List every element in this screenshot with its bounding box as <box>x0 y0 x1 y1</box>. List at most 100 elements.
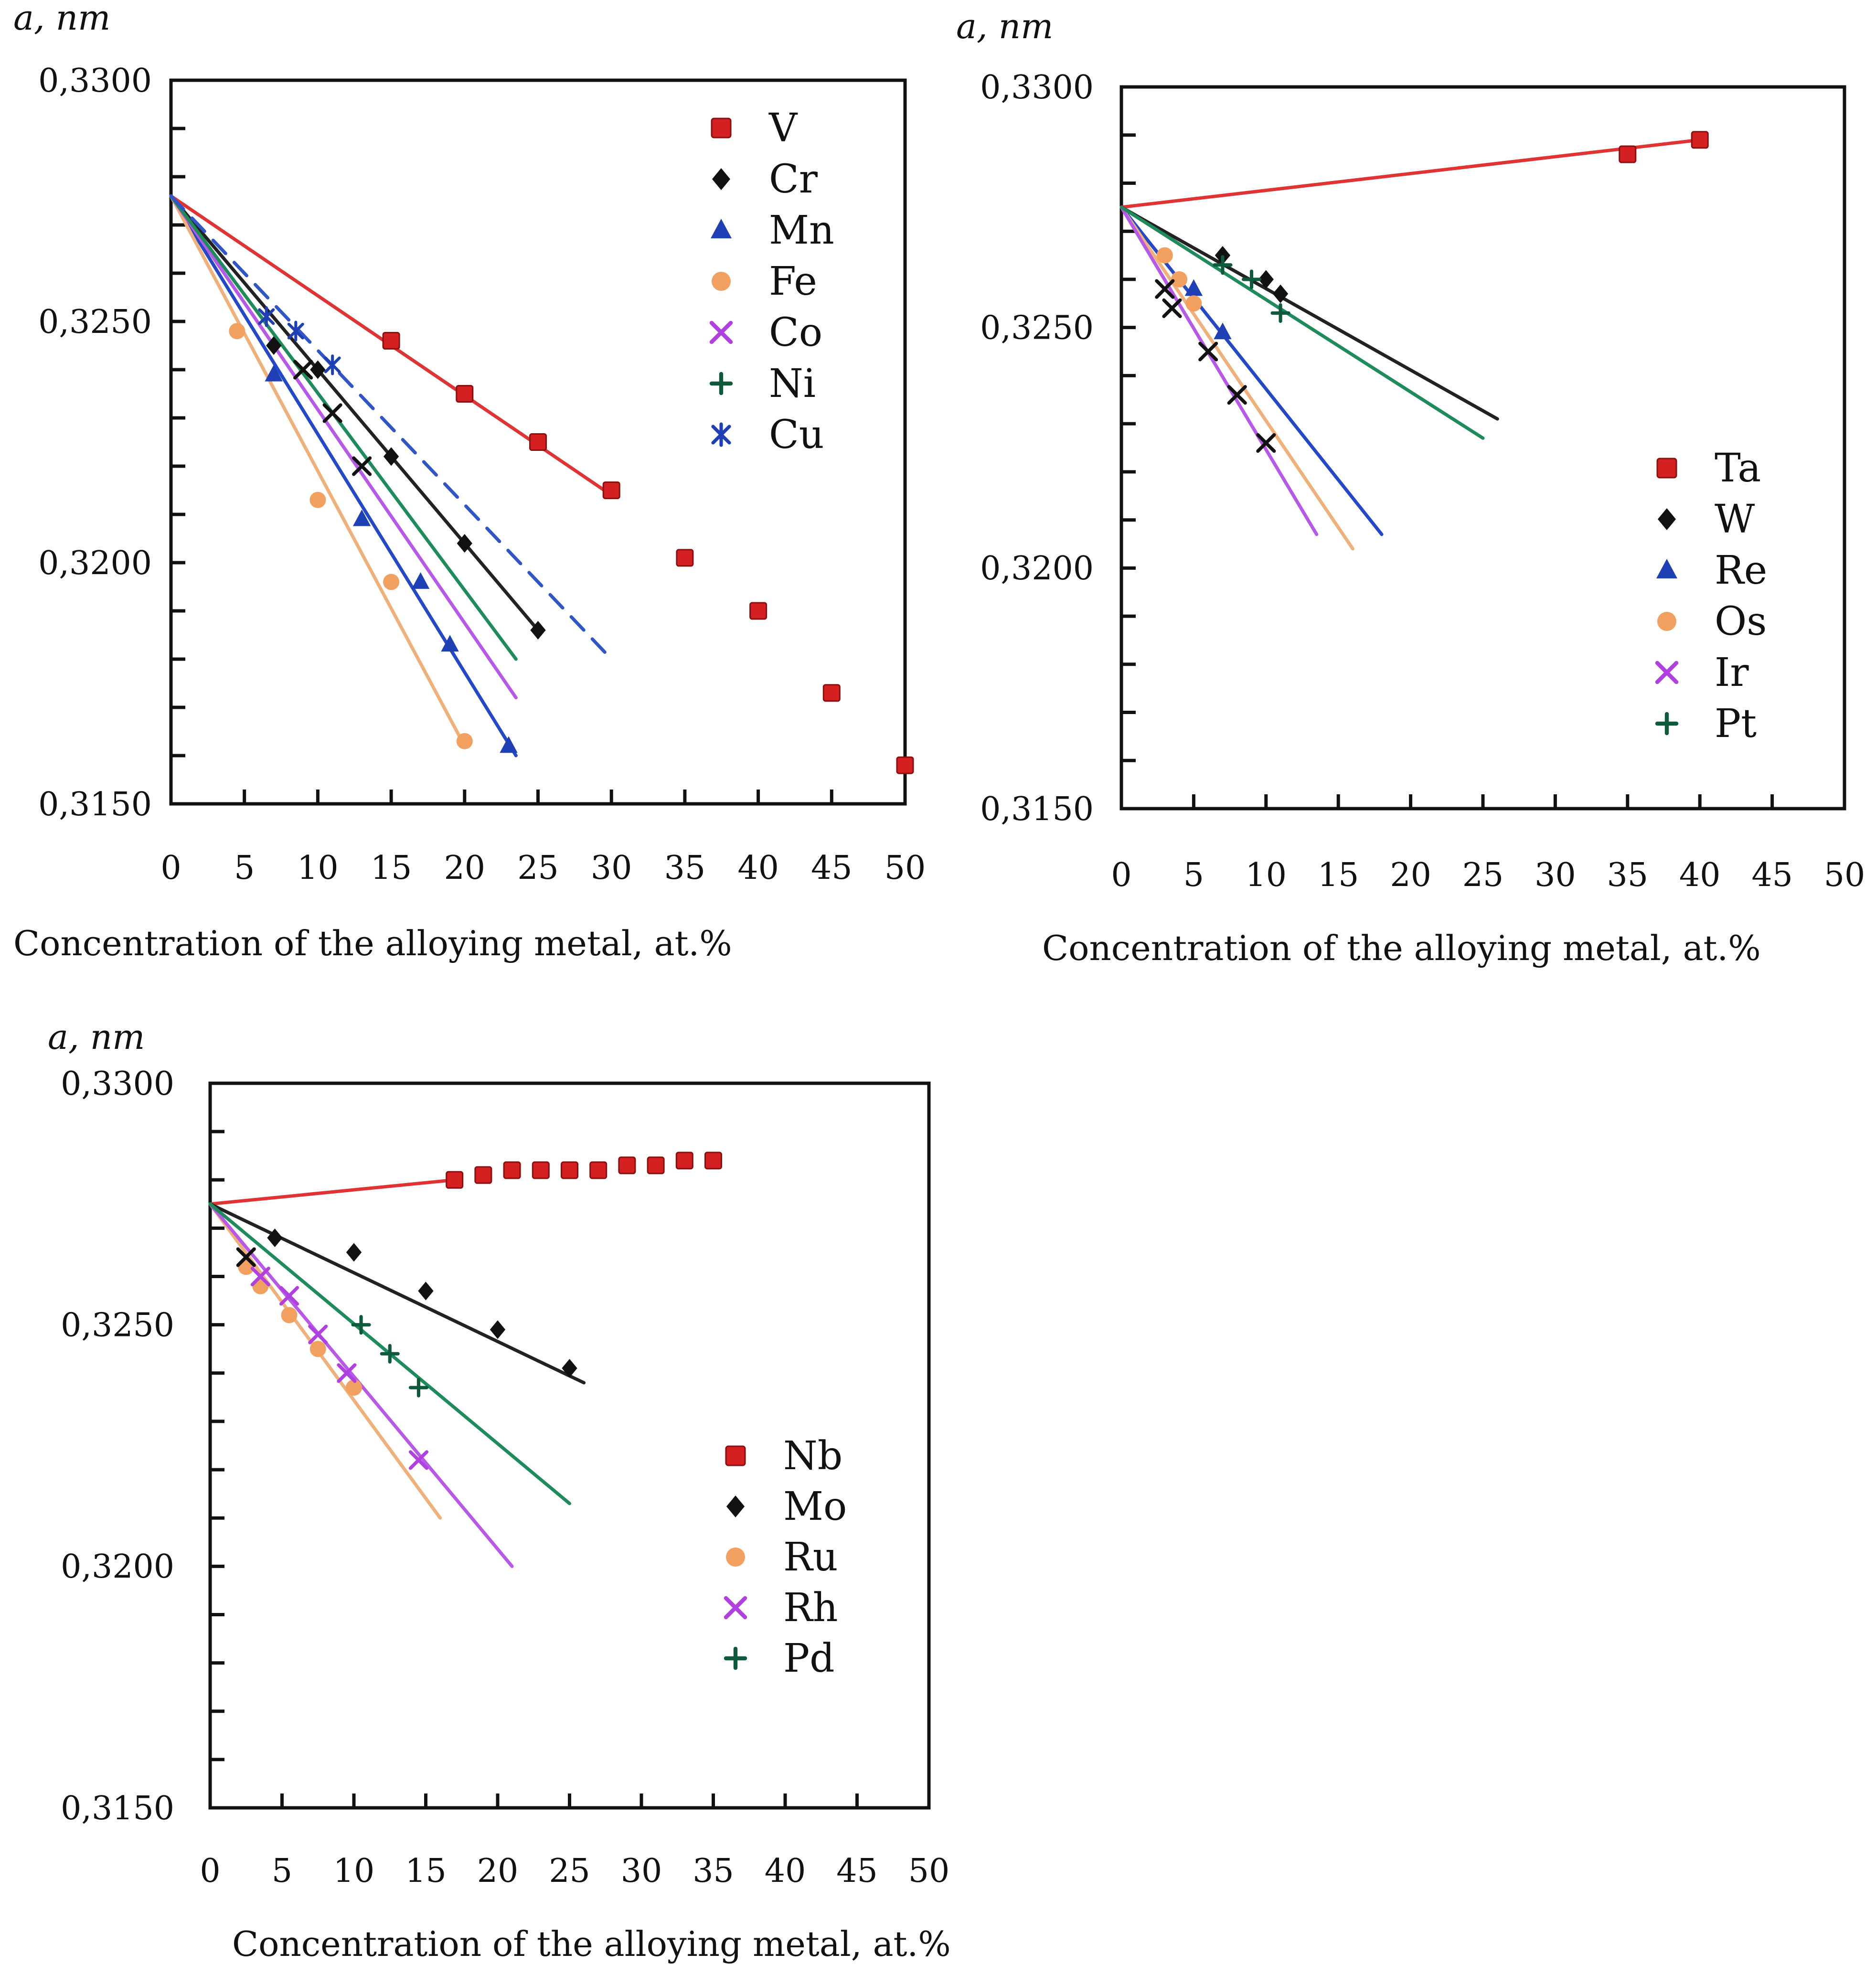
data-point-v <box>896 756 914 774</box>
y-tick-label: 0,3250 <box>980 309 1094 347</box>
data-point-nb <box>532 1161 550 1179</box>
legend-marker-mo <box>726 1495 745 1517</box>
legend-marker-cu <box>711 422 731 447</box>
legend-label-fe: Fe <box>769 259 817 304</box>
chart-panel-bottom-left: 0,3150 0,3200 0,3250 0,3300 0 5 10 15 20 25 30 35 40… <box>48 1017 951 1964</box>
fit-line-ru <box>208 1202 442 1520</box>
fit-line-w <box>1119 205 1499 421</box>
data-point-rh <box>308 1324 328 1345</box>
legend-label-mn: Mn <box>769 208 834 253</box>
data-point-extra <box>1162 298 1182 318</box>
x-tick-label: 10 <box>333 1852 375 1890</box>
y-axis-title: a, nm <box>48 1017 145 1057</box>
data-point-extra <box>236 1247 256 1267</box>
x-axis-ticks <box>243 790 833 804</box>
x-tick-label: 50 <box>908 1852 950 1890</box>
data-point-mo <box>267 1228 283 1248</box>
data-point-v <box>456 385 474 403</box>
data-point-extra <box>1155 279 1175 299</box>
fit-line-mo <box>208 1202 586 1385</box>
data-point-cr <box>530 620 546 640</box>
y-axis-title: a, nm <box>956 6 1053 46</box>
legend-label-w: W <box>1715 497 1755 542</box>
data-point-pd <box>408 1377 429 1398</box>
x-tick-label: 45 <box>836 1852 878 1890</box>
data-point-nb <box>474 1166 492 1184</box>
data-point-pt <box>1241 269 1262 289</box>
data-point-mo <box>346 1243 362 1262</box>
fit-line-nb <box>208 1178 457 1206</box>
data-point-extra <box>1227 385 1247 405</box>
x-axis-title: Concentration of the alloying metal, at.… <box>13 923 732 963</box>
x-axis-title: Concentration of the alloying metal, at.… <box>1042 928 1761 968</box>
x-tick-label: 0 <box>1111 856 1131 894</box>
legend-label-v: V <box>768 106 798 151</box>
x-tick-label: 20 <box>1390 856 1431 894</box>
series-cr-points <box>266 336 546 640</box>
legend-marker-ta <box>1656 458 1677 479</box>
y-tick-label: 0,3250 <box>38 303 152 341</box>
series-fe-points <box>229 323 473 749</box>
x-tick-label: 25 <box>1462 856 1504 894</box>
data-point-ru <box>309 1341 326 1357</box>
x-tick-label: 15 <box>1318 856 1359 894</box>
legend-marker-rh <box>724 1596 747 1620</box>
data-point-extra <box>322 403 342 423</box>
x-tick-label: 5 <box>234 849 255 887</box>
legend-marker-ru <box>726 1548 745 1567</box>
data-point-cr <box>310 360 326 379</box>
data-point-extra <box>293 360 313 380</box>
series-pd-points <box>351 1315 429 1398</box>
data-point-v <box>676 549 694 567</box>
data-point-nb <box>675 1152 693 1170</box>
series-nb-points <box>446 1152 722 1189</box>
x-tick-label: 20 <box>477 1852 519 1890</box>
data-point-os <box>1171 271 1188 288</box>
y-axis-ticks <box>171 127 185 758</box>
data-point-mn <box>352 509 371 526</box>
data-point-nb <box>561 1161 578 1179</box>
data-point-w <box>1258 270 1274 289</box>
legend-label-ni: Ni <box>769 361 816 406</box>
series-extra-points <box>236 1247 256 1267</box>
series-pt-points <box>1213 255 1290 323</box>
data-point-ru <box>346 1379 362 1396</box>
series-mo-points <box>267 1228 577 1378</box>
data-point-ru <box>281 1307 298 1324</box>
legend-marker-ni <box>709 372 733 395</box>
series-cu-points <box>258 306 341 375</box>
data-point-v <box>382 331 400 350</box>
data-point-pt <box>1270 303 1290 323</box>
data-point-re <box>1214 322 1232 340</box>
x-tick-label: 25 <box>549 1852 590 1890</box>
data-point-mo <box>490 1320 506 1339</box>
x-tick-label: 0 <box>160 849 181 887</box>
data-point-extra <box>352 456 372 476</box>
fit-line-mn <box>169 194 518 758</box>
series-extra-points <box>1155 279 1276 453</box>
data-point-cr <box>457 534 472 553</box>
x-tick-label: 35 <box>693 1852 734 1890</box>
legend-label-os: Os <box>1715 599 1767 644</box>
legend-marker-cr <box>712 168 730 190</box>
legend-label-cu: Cu <box>769 412 824 458</box>
x-tick-label: 45 <box>1751 856 1793 894</box>
series-ta-points <box>1619 131 1709 163</box>
x-tick-label: 10 <box>297 849 339 887</box>
legend-marker-os <box>1657 612 1676 631</box>
y-tick-label: 0,3200 <box>61 1548 174 1586</box>
x-tick-label: 35 <box>664 849 706 887</box>
fit-line-cu <box>169 194 613 661</box>
y-tick-label: 0,3150 <box>38 786 152 823</box>
x-tick-label: 30 <box>1535 856 1576 894</box>
legend-marker-pt <box>1655 712 1679 736</box>
x-tick-label: 15 <box>405 1852 447 1890</box>
data-point-nb <box>446 1171 464 1189</box>
data-point-ta <box>1619 145 1637 163</box>
fit-line-fe <box>169 194 467 748</box>
x-tick-label: 0 <box>200 1852 220 1890</box>
x-axis-ticks <box>1192 794 1774 809</box>
legend-label-mo: Mo <box>783 1484 847 1529</box>
